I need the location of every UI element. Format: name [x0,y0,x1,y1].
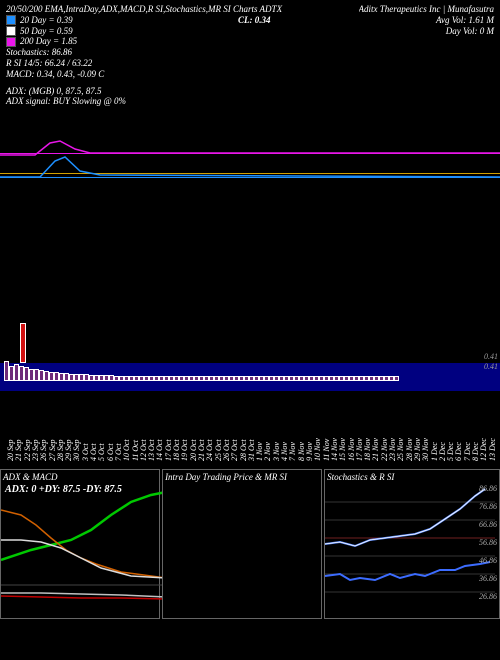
macd-label: MACD: 0.34, 0.43, -0.09 C [6,69,494,80]
price-chart [0,111,500,241]
company-name: Aditx Therapeutics Inc | Munafasutra [359,4,494,15]
stoch-tick: 56.86 [479,538,497,547]
day-vol-label: Day Vol: 0 M [446,26,494,37]
date-tick: 7 Nov [288,391,297,461]
adx-panel-title: ADX & MACD [1,470,159,484]
date-tick: 21 Sep [14,391,23,461]
ma50-label: 50 Day = 0.59 [20,26,73,37]
stochastics-panel: Stochastics & R SI 86.86 76.86 66.86 56.86 4… [324,469,500,619]
date-tick: 13 Dec [488,391,497,461]
intraday-panel: Intra Day Trading Price & MR SI [162,469,322,619]
candle [394,376,399,381]
rsi-label: R SI 14/5: 66.24 / 63.22 [6,58,494,69]
stochastics-label: Stochastics: 86.86 [6,47,494,58]
chart-header: 20/50/200 EMA,IntraDay,ADX,MACD,R SI,Sto… [0,0,500,111]
date-tick: 5 Oct [97,391,106,461]
date-tick: 10 Nov [313,391,322,461]
stoch-tick: 46.86 [479,556,497,565]
candle-row [4,361,496,381]
chart-page: 20/50/200 EMA,IntraDay,ADX,MACD,R SI,Sto… [0,0,500,660]
adx-signal-label: ADX signal: BUY Slowing @ 0% [6,96,494,107]
date-tick: 24 Oct [205,391,214,461]
date-tick: 25 Nov [396,391,405,461]
intraday-title: Intra Day Trading Price & MR SI [163,470,321,484]
date-tick: 30 Nov [421,391,430,461]
adx-label: ADX: (MGB) 0, 87.5, 87.5 [6,86,494,97]
vol-label-bot: 0.41 [484,362,498,371]
chart-title: 20/50/200 EMA,IntraDay,ADX,MACD,R SI,Sto… [6,4,282,15]
stoch-title: Stochastics & R SI [325,470,499,484]
stoch-tick: 36.86 [479,574,497,583]
ma200-swatch [6,37,16,47]
sub-panels: ADX & MACD ADX: 0 +DY: 87.5 -DY: 87.5 In… [0,469,500,619]
ma200-label: 200 Day = 1.85 [20,36,77,47]
stoch-tick: 26.86 [479,592,497,601]
stoch-tick: 66.86 [479,520,497,529]
ma50-swatch [6,26,16,36]
ma20-label: 20 Day = 0.39 [20,15,73,26]
date-axis: 20 Sep21 Sep22 Sep23 Sep26 Sep27 Sep28 S… [0,391,500,461]
adx-macd-panel: ADX & MACD ADX: 0 +DY: 87.5 -DY: 87.5 [0,469,160,619]
date-tick: 27 Oct [230,391,239,461]
ma20-swatch [6,15,16,25]
stoch-tick: 86.86 [479,484,497,493]
volume-chart: 0.41 0.41 [0,311,500,391]
stoch-tick: 76.86 [479,502,497,511]
vol-label-top: 0.41 [484,352,498,361]
tall-candle [20,323,26,363]
close-label: CL: 0.34 [238,15,271,26]
date-tick: 15 Nov [338,391,347,461]
date-tick: 26 Sep [39,391,48,461]
avg-vol-label: Avg Vol: 1.61 M [436,15,494,26]
date-tick: 10 Oct [122,391,131,461]
